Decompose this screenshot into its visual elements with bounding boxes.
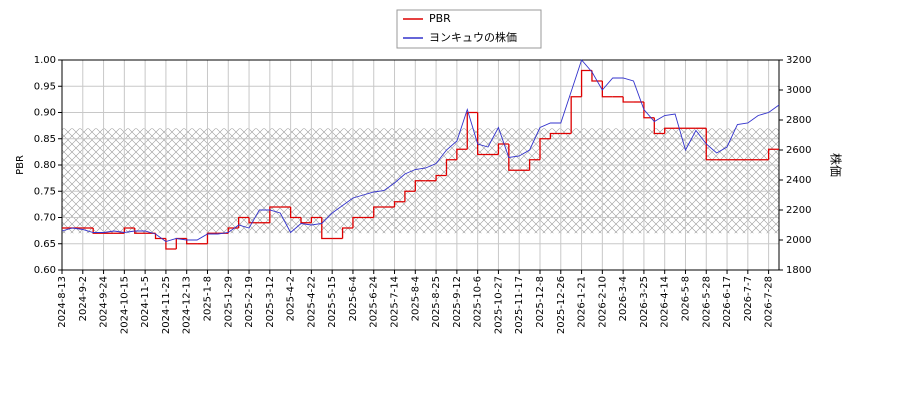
pbr-step <box>238 216 250 228</box>
pbr-step <box>123 227 135 234</box>
x-tick-label: 2024-11-5 <box>140 276 151 328</box>
x-tick-label: 2025-8-4 <box>410 276 421 321</box>
x-tick-label: 2026-5-8 <box>680 276 691 321</box>
legend-label: PBR <box>429 12 451 25</box>
x-tick-label: 2026-7-28 <box>764 276 775 328</box>
x-tick-label: 2026-3-4 <box>618 276 629 321</box>
y-tick-label: 0.75 <box>34 186 56 197</box>
y-tick-label: 1.00 <box>34 55 56 66</box>
pbr-step <box>477 112 489 156</box>
x-tick-label: 2024-10-15 <box>119 276 130 334</box>
x-tick-label: 2026-5-28 <box>701 276 712 328</box>
x-tick-label: 2025-2-19 <box>244 276 255 328</box>
pbr-step <box>289 207 301 219</box>
pbr-step <box>404 190 416 202</box>
pbr-step <box>539 138 551 160</box>
y2-tick-label: 2800 <box>786 115 811 126</box>
x-tick-label: 2025-11-17 <box>514 276 525 334</box>
plot-frame <box>61 59 780 271</box>
pbr-step <box>549 132 561 139</box>
x-tick-label: 2026-7-7 <box>743 276 754 321</box>
x-tick-label: 2024-12-13 <box>182 276 193 334</box>
x-tick-label: 2026-4-14 <box>660 276 671 328</box>
x-tick-label: 2026-1-21 <box>577 276 588 328</box>
x-tick-label: 2025-9-12 <box>452 276 463 328</box>
x-tick-label: 2025-10-6 <box>473 276 484 328</box>
pbr-step <box>445 159 457 176</box>
pbr-step <box>435 174 447 181</box>
y2-tick-label: 3000 <box>786 85 811 96</box>
x-tick-label: 2024-9-2 <box>78 276 89 321</box>
pbr-step <box>508 144 520 171</box>
x-tick-label: 2025-1-8 <box>202 276 213 321</box>
y-tick-label: 0.85 <box>34 134 56 145</box>
x-tick-label: 2026-3-25 <box>639 276 650 328</box>
pbr-step <box>570 96 582 134</box>
x-tick-label: 2025-12-26 <box>556 276 567 334</box>
x-tick-label: 2025-1-29 <box>223 276 234 328</box>
x-tick-label: 2025-7-14 <box>390 276 401 328</box>
x-tick-label: 2024-11-25 <box>161 276 172 334</box>
pbr-step <box>300 217 312 224</box>
x-tick-label: 2026-2-10 <box>597 276 608 328</box>
pbr-step <box>165 238 177 250</box>
x-tick-label: 2025-10-27 <box>493 276 504 334</box>
pbr-step <box>664 127 676 134</box>
y-tick-label: 0.90 <box>34 108 56 119</box>
pbr-step <box>466 111 478 150</box>
legend-box <box>396 9 542 49</box>
pbr-step <box>705 128 717 161</box>
y-axis-label: PBR <box>15 155 26 175</box>
x-tick-label: 2025-4-22 <box>306 276 317 328</box>
pbr-step <box>341 227 353 239</box>
pbr-step <box>321 217 333 240</box>
pbr-step <box>497 143 509 155</box>
pbr-step <box>580 69 592 97</box>
x-tick-label: 2024-8-13 <box>57 276 68 328</box>
x-tick-label: 2025-4-2 <box>286 276 297 321</box>
pbr-step <box>456 148 468 160</box>
pbr-step <box>352 216 364 228</box>
y2-tick-label: 2200 <box>786 205 811 216</box>
y2-axis-label: 株価 <box>829 153 844 177</box>
y2-tick-label: 2600 <box>786 145 811 156</box>
pbr-step <box>206 232 218 244</box>
y-tick-label: 0.95 <box>34 81 56 92</box>
pbr-step <box>248 217 260 224</box>
x-tick-label: 2025-12-8 <box>535 276 546 328</box>
x-tick-label: 2025-5-15 <box>327 276 338 328</box>
y-tick-label: 0.60 <box>34 265 56 276</box>
pbr-step <box>414 180 426 192</box>
y2-tick-label: 2400 <box>786 175 811 186</box>
x-tick-label: 2025-6-4 <box>348 276 359 321</box>
y2-tick-label: 3200 <box>786 55 811 66</box>
pbr-step <box>622 96 634 103</box>
pbr-step <box>591 70 603 82</box>
pbr-step <box>601 81 613 98</box>
y2-tick-label: 1800 <box>786 265 811 276</box>
y-tick-label: 0.70 <box>34 213 56 224</box>
pbr-step <box>134 228 146 234</box>
x-tick-label: 2024-9-24 <box>99 276 110 328</box>
legend-label: ヨンキュウの株価 <box>429 30 517 44</box>
pbr-step <box>373 206 385 218</box>
pbr-step <box>528 159 540 171</box>
x-tick-label: 2025-6-24 <box>369 276 380 328</box>
y2-tick-label: 2000 <box>786 235 811 246</box>
pbr-step <box>92 228 104 234</box>
pbr-step <box>269 206 281 223</box>
y-tick-label: 0.80 <box>34 160 56 171</box>
price-line <box>61 59 780 242</box>
x-tick-label: 2025-3-12 <box>265 276 276 328</box>
x-tick-label: 2025-8-25 <box>431 276 442 328</box>
pbr-step <box>653 117 665 135</box>
pbr-step <box>393 201 405 207</box>
pbr-step <box>310 216 322 223</box>
y-tick-label: 0.65 <box>34 239 56 250</box>
pbr-step <box>767 148 779 160</box>
x-tick-label: 2026-6-17 <box>722 276 733 328</box>
